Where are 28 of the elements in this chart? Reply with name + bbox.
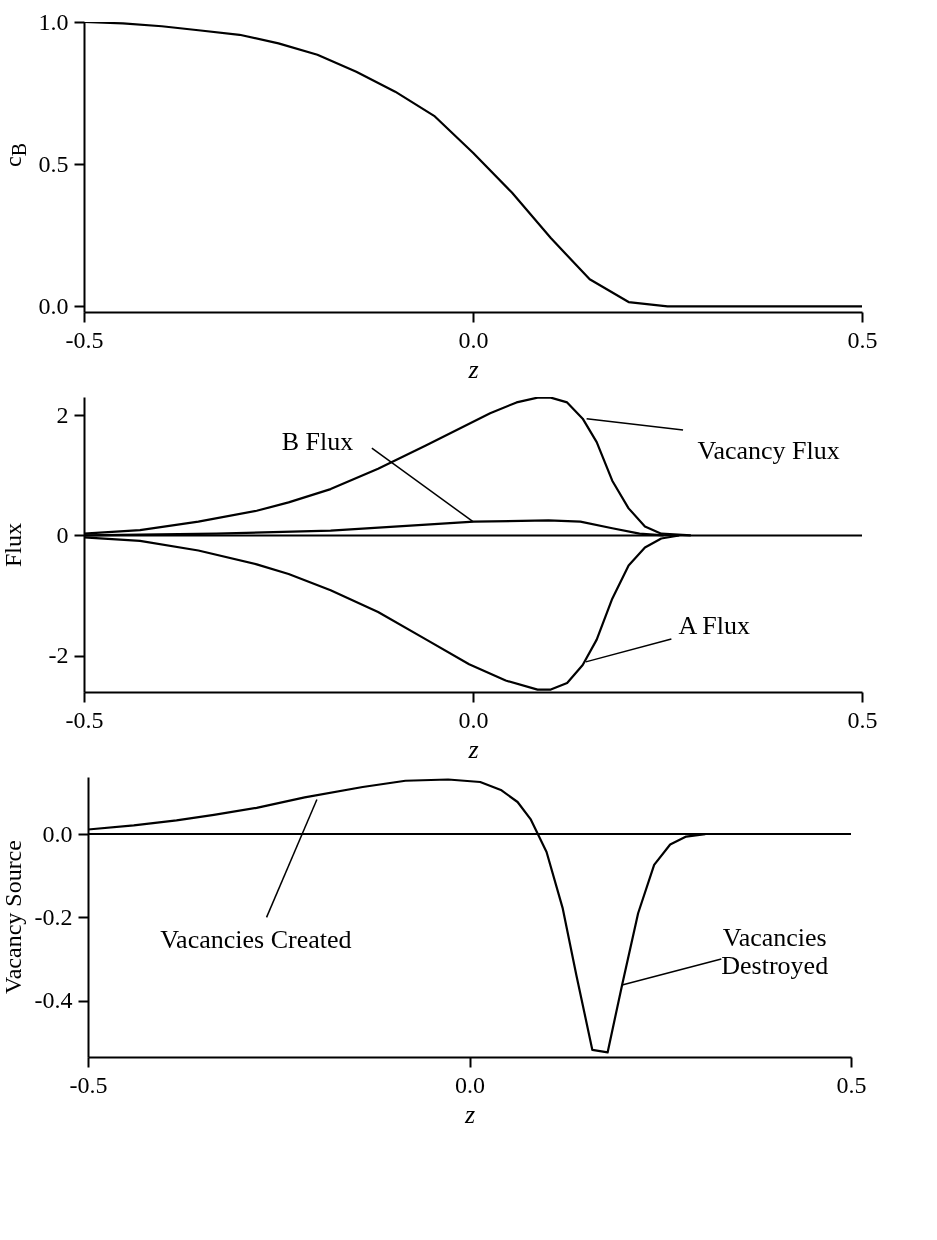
annotation: Vacancies Created [160,924,352,954]
y-tick-label: -2 [48,642,69,669]
text: A Flux [678,610,750,640]
x-tick-label: 0.5 [847,326,878,353]
y-tick-label: -0.4 [34,987,73,1014]
y-tick-label: 2 [56,401,69,428]
y-axis-title: Flux [0,521,27,569]
text: Vacancy Flux [697,436,840,466]
x-axis-title: z [463,1099,476,1129]
text: B Flux [281,427,354,457]
x-tick-label: -0.5 [65,326,104,353]
x-tick-label: 0.5 [847,706,878,733]
y-tick-label: -0.2 [34,903,73,930]
x-tick-label: 0.0 [458,326,489,353]
y-axis-title: Vacancy Source [0,839,27,996]
x-axis-title: z [467,354,479,384]
x-tick-label: 0.5 [836,1071,867,1098]
y-tick-label: 0 [56,521,69,548]
x-axis-title: z [467,734,479,764]
annotation: Vacancies Destroyed [721,923,829,981]
y-tick-label: 0.0 [42,820,73,847]
x-tick-label: 0.0 [455,1071,485,1098]
x-tick-label: 0.0 [458,706,489,733]
y-tick-label: 1.0 [38,8,69,35]
x-tick-label: -0.5 [69,1071,108,1098]
x-tick-label: -0.5 [65,706,104,733]
y-tick-label: 0.0 [38,292,69,319]
y-tick-label: 0.5 [38,150,69,177]
